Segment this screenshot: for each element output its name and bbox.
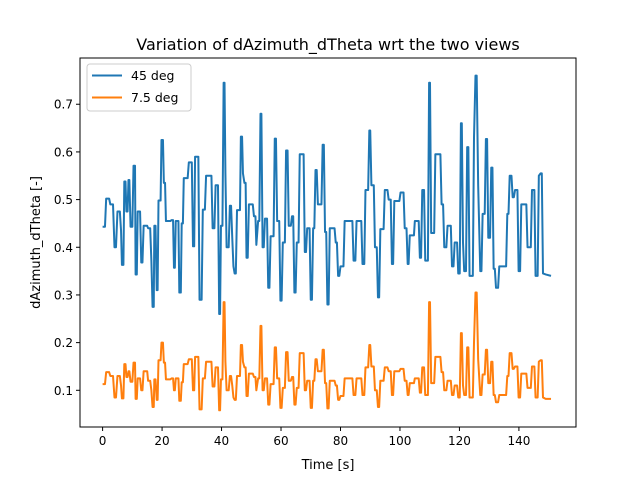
plot-frame [79, 57, 577, 428]
x-tick-label: 120 [448, 434, 471, 448]
y-tick-label: 0.7 [54, 98, 73, 112]
axes-layer: 0 20 40 60 80 100 120 140 0.1 0.2 0.3 0.4 0.5 0.6 0.7 [54, 98, 530, 448]
x-tick-label: 20 [154, 434, 169, 448]
x-tick-label: 60 [273, 434, 288, 448]
y-tick-label: 0.2 [54, 336, 73, 350]
y-tick-label: 0.5 [54, 193, 73, 207]
y-tick-label: 0.6 [54, 145, 73, 159]
legend-label-7-5-deg: 7.5 deg [131, 90, 178, 105]
series-line-45-deg [102, 74, 552, 316]
x-tick-label: 0 [99, 434, 107, 448]
legend: 45 deg 7.5 deg [86, 63, 192, 112]
x-tick-label: 100 [389, 434, 412, 448]
x-tick-label: 40 [214, 434, 229, 448]
y-tick-label: 0.3 [54, 288, 73, 302]
x-tick-label: 80 [333, 434, 348, 448]
y-tick-label: 0.4 [54, 241, 73, 255]
series-layer [102, 74, 552, 412]
y-tick-label: 0.1 [54, 384, 73, 398]
y-axis-label: dAzimuth_dTheta [-] [29, 176, 44, 309]
chart-title: Variation of dAzimuth_dTheta wrt the two… [136, 35, 520, 55]
x-tick-label: 140 [507, 434, 530, 448]
series-line-7-5-deg [102, 291, 552, 412]
legend-label-45-deg: 45 deg [131, 68, 174, 83]
x-axis-label: Time [s] [301, 458, 355, 473]
